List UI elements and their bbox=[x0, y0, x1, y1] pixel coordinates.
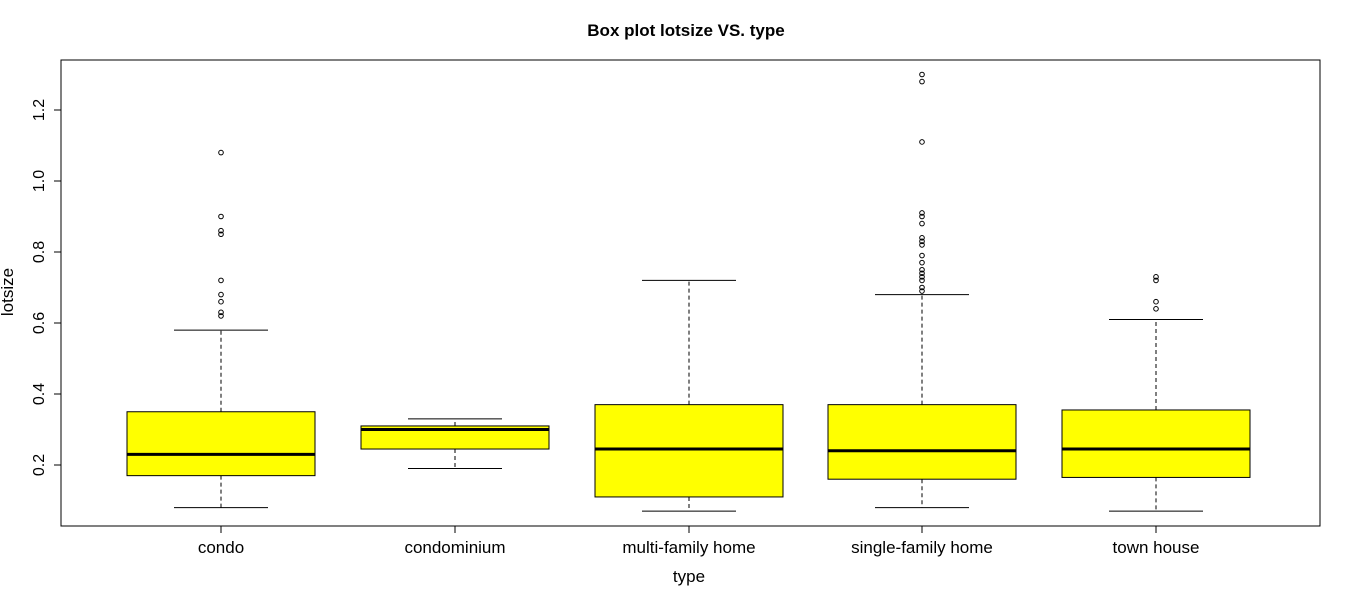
box-rect bbox=[126, 411, 316, 477]
outlier-point bbox=[1153, 298, 1159, 305]
outlier-point bbox=[919, 78, 925, 85]
outlier-point bbox=[919, 252, 925, 259]
outlier-point bbox=[1153, 274, 1159, 280]
outlier-point bbox=[919, 270, 925, 277]
x-tick-label: single-family home bbox=[851, 538, 993, 557]
box-2 bbox=[594, 279, 784, 512]
y-axis-label: lotsize bbox=[0, 268, 17, 316]
x-tick-label: multi-family home bbox=[622, 538, 755, 557]
outlier-point bbox=[919, 220, 925, 227]
outlier-point bbox=[218, 291, 224, 298]
outlier-point bbox=[218, 277, 224, 284]
x-tick-label: condo bbox=[198, 538, 244, 557]
box-4 bbox=[1061, 274, 1251, 512]
y-tick-label: 1.0 bbox=[31, 170, 48, 192]
outlier-point bbox=[919, 210, 925, 216]
box-rect bbox=[827, 404, 1017, 480]
x-tick-label: town house bbox=[1113, 538, 1200, 557]
boxes bbox=[126, 71, 1251, 512]
outlier-point bbox=[919, 71, 925, 78]
x-axis: condo condominium multi-family home single-… bbox=[198, 525, 1200, 557]
y-tick-label: 1.2 bbox=[31, 99, 48, 121]
box-1 bbox=[360, 418, 550, 470]
outlier-point bbox=[919, 288, 925, 294]
outlier-point bbox=[919, 242, 925, 248]
outlier-point bbox=[218, 313, 224, 319]
box-rect bbox=[360, 425, 550, 450]
outlier-point bbox=[218, 227, 224, 234]
y-axis: 0.2 0.4 0.6 0.8 1.0 1.2 bbox=[31, 99, 62, 476]
outlier-point bbox=[218, 231, 224, 238]
outlier-point bbox=[919, 213, 925, 220]
outlier-point bbox=[218, 309, 224, 316]
y-tick-label: 0.4 bbox=[31, 383, 48, 405]
box-rect bbox=[1061, 409, 1251, 478]
outlier-point bbox=[919, 266, 925, 273]
outlier-point bbox=[919, 259, 925, 266]
y-tick-label: 0.6 bbox=[31, 312, 48, 334]
outlier-point bbox=[919, 284, 925, 291]
box-3 bbox=[827, 71, 1017, 509]
x-axis-label: type bbox=[673, 567, 705, 586]
outlier-point bbox=[919, 277, 925, 284]
outlier-point bbox=[1153, 277, 1159, 284]
outlier-point bbox=[218, 149, 224, 156]
outlier-point bbox=[1153, 306, 1159, 312]
y-tick-label: 0.2 bbox=[31, 454, 48, 476]
outlier-point bbox=[919, 235, 925, 241]
outlier-point bbox=[919, 238, 925, 245]
outlier-point bbox=[919, 139, 925, 145]
outlier-point bbox=[919, 274, 925, 280]
box-rect bbox=[594, 404, 784, 498]
outlier-point bbox=[218, 213, 224, 220]
outlier-point bbox=[218, 298, 224, 305]
chart-title: Box plot lotsize VS. type bbox=[587, 21, 784, 40]
x-tick-label: condominium bbox=[404, 538, 505, 557]
box-0 bbox=[126, 149, 316, 509]
y-tick-label: 0.8 bbox=[31, 241, 48, 263]
